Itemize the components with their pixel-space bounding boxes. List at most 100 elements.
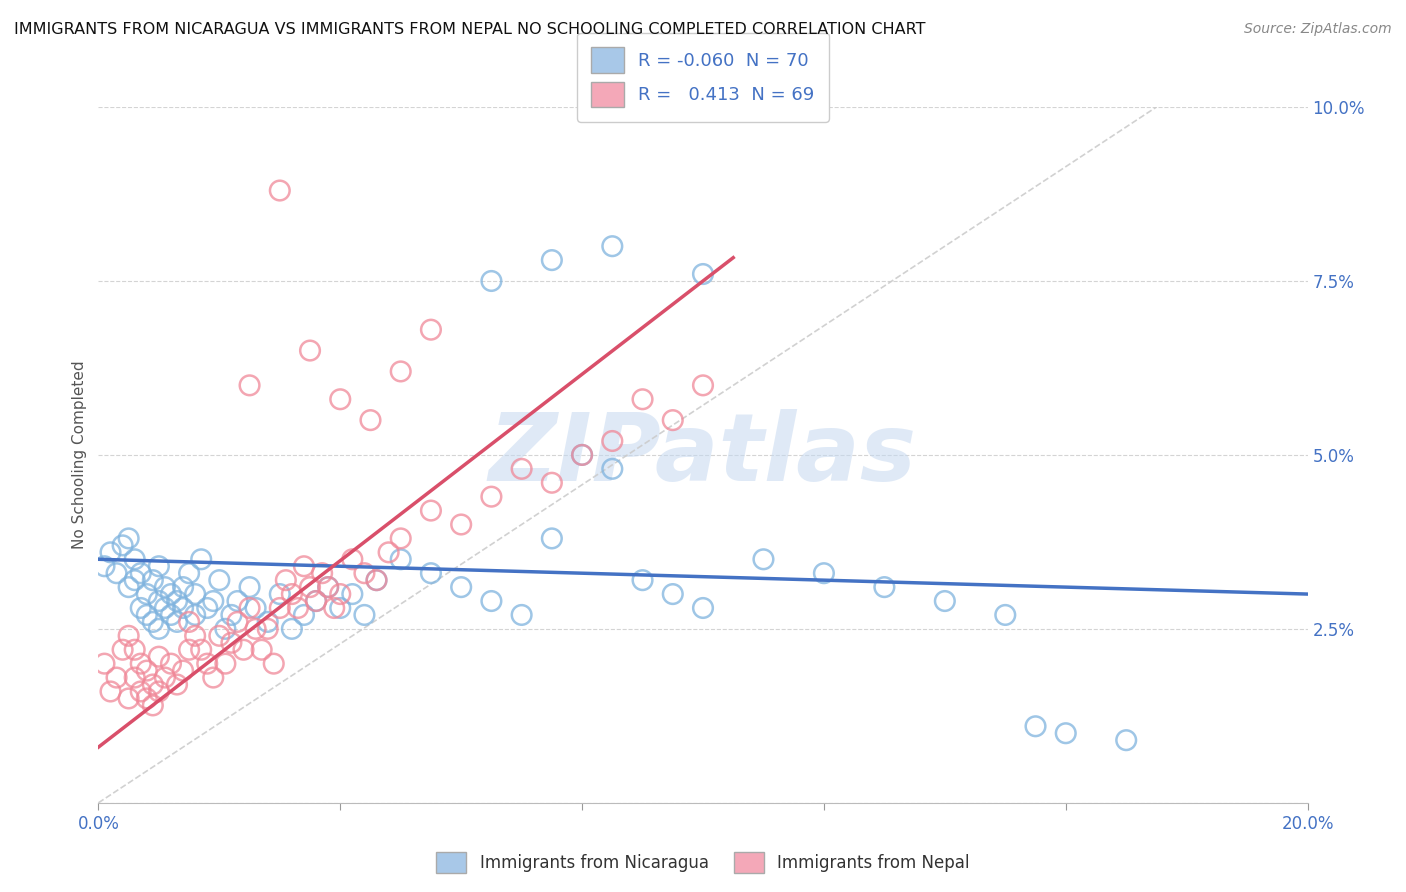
Point	[420, 566, 443, 581]
Point	[93, 657, 115, 671]
Point	[202, 671, 225, 685]
Point	[360, 413, 382, 427]
Point	[250, 642, 273, 657]
Point	[571, 448, 593, 462]
Legend: Immigrants from Nicaragua, Immigrants from Nepal: Immigrants from Nicaragua, Immigrants fr…	[430, 846, 976, 880]
Point	[142, 573, 165, 587]
Point	[420, 503, 443, 517]
Point	[269, 601, 291, 615]
Point	[232, 642, 254, 657]
Point	[602, 239, 624, 253]
Point	[510, 607, 533, 622]
Text: ZIPatlas: ZIPatlas	[489, 409, 917, 501]
Point	[353, 607, 375, 622]
Point	[118, 580, 141, 594]
Point	[481, 274, 503, 288]
Point	[420, 323, 443, 337]
Point	[329, 392, 352, 407]
Point	[661, 413, 683, 427]
Point	[245, 622, 267, 636]
Point	[631, 573, 654, 587]
Point	[153, 671, 176, 685]
Point	[93, 559, 115, 574]
Point	[366, 573, 388, 587]
Point	[148, 594, 170, 608]
Point	[160, 657, 183, 671]
Point	[129, 657, 152, 671]
Point	[172, 664, 194, 678]
Point	[450, 580, 472, 594]
Point	[389, 532, 412, 546]
Point	[118, 532, 141, 546]
Point	[389, 552, 412, 566]
Point	[153, 601, 176, 615]
Point	[752, 552, 775, 566]
Point	[571, 448, 593, 462]
Point	[1024, 719, 1046, 733]
Point	[239, 601, 262, 615]
Point	[195, 601, 218, 615]
Point	[172, 601, 194, 615]
Point	[602, 434, 624, 448]
Point	[118, 629, 141, 643]
Point	[100, 545, 122, 559]
Point	[256, 622, 278, 636]
Point	[299, 580, 322, 594]
Point	[342, 552, 364, 566]
Point	[692, 378, 714, 392]
Point	[245, 601, 267, 615]
Point	[129, 566, 152, 581]
Point	[142, 615, 165, 629]
Point	[166, 677, 188, 691]
Point	[305, 594, 328, 608]
Point	[661, 587, 683, 601]
Point	[124, 671, 146, 685]
Point	[305, 594, 328, 608]
Point	[184, 607, 207, 622]
Point	[934, 594, 956, 608]
Point	[142, 677, 165, 691]
Point	[226, 615, 249, 629]
Point	[366, 573, 388, 587]
Point	[1115, 733, 1137, 747]
Point	[214, 657, 236, 671]
Point	[377, 545, 399, 559]
Point	[692, 267, 714, 281]
Point	[105, 671, 128, 685]
Point	[994, 607, 1017, 622]
Point	[179, 615, 201, 629]
Point	[148, 649, 170, 664]
Point	[118, 691, 141, 706]
Point	[184, 629, 207, 643]
Point	[179, 566, 201, 581]
Point	[269, 184, 291, 198]
Point	[142, 698, 165, 713]
Point	[1054, 726, 1077, 740]
Point	[190, 642, 212, 657]
Point	[281, 587, 304, 601]
Point	[166, 615, 188, 629]
Point	[135, 607, 157, 622]
Point	[692, 601, 714, 615]
Point	[135, 587, 157, 601]
Point	[239, 378, 262, 392]
Point	[540, 532, 562, 546]
Point	[195, 657, 218, 671]
Point	[124, 642, 146, 657]
Legend: R = -0.060  N = 70, R =   0.413  N = 69: R = -0.060 N = 70, R = 0.413 N = 69	[576, 33, 830, 121]
Point	[274, 573, 297, 587]
Point	[135, 691, 157, 706]
Point	[316, 580, 339, 594]
Point	[124, 573, 146, 587]
Point	[190, 552, 212, 566]
Point	[540, 475, 562, 490]
Point	[481, 594, 503, 608]
Point	[208, 573, 231, 587]
Point	[323, 601, 346, 615]
Point	[160, 587, 183, 601]
Point	[179, 642, 201, 657]
Y-axis label: No Schooling Completed: No Schooling Completed	[72, 360, 87, 549]
Point	[214, 622, 236, 636]
Point	[153, 580, 176, 594]
Point	[316, 580, 339, 594]
